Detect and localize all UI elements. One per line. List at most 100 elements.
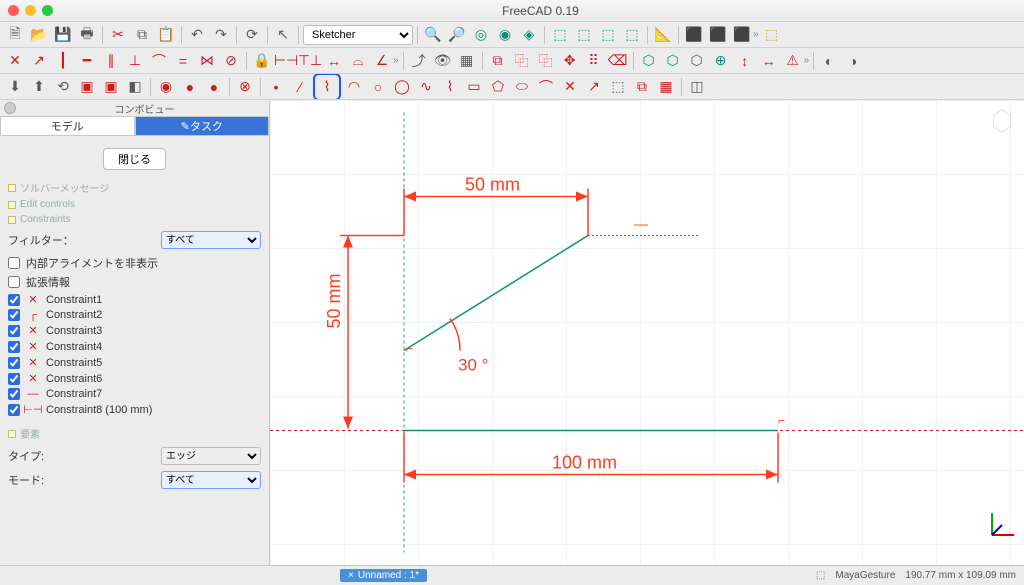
clone-icon[interactable]: ⿻ [511, 50, 533, 72]
distance-h-icon[interactable]: ⊢⊣ [275, 50, 297, 72]
bspline-poles-icon[interactable]: ◑ [842, 50, 864, 72]
coincident-icon[interactable]: ✕ [4, 50, 26, 72]
status-document[interactable]: × Unnamed : 1* [340, 569, 427, 582]
polygon-icon[interactable]: ⬠ [487, 76, 509, 98]
rectangle-icon[interactable]: ▭ [463, 76, 485, 98]
show-hide-icon[interactable]: ⬡ [686, 50, 708, 72]
tab-task[interactable]: ✎ タスク [135, 116, 270, 135]
cut-icon[interactable]: ✂ [107, 24, 129, 46]
mirror-icon[interactable]: ⧉ [487, 50, 509, 72]
nav-style-icon[interactable]: ⬚ [816, 570, 825, 581]
constraints-section[interactable]: Constraints [8, 214, 261, 225]
vertical-icon[interactable]: ┃ [52, 50, 74, 72]
equal-icon[interactable]: = [172, 50, 194, 72]
new-file-icon[interactable]: 🗎 [4, 24, 26, 46]
copy-sketch-icon[interactable]: ⿻ [535, 50, 557, 72]
block-icon[interactable]: ⊘ [220, 50, 242, 72]
point-on-object-icon[interactable]: ↗ [28, 50, 50, 72]
polyline-icon[interactable]: ⌇ [316, 76, 338, 98]
print-icon[interactable]: 🖶 [76, 24, 98, 46]
more-chevron-icon[interactable]: » [393, 55, 399, 66]
dimension-h1[interactable]: 50 mm [404, 175, 588, 236]
radius-icon[interactable]: ⌓ [347, 50, 369, 72]
line-icon[interactable]: ∕ [289, 76, 311, 98]
more-chevron-icon[interactable]: » [753, 29, 759, 40]
workbench-selector[interactable]: Sketcher [303, 25, 413, 45]
toggle-driving-icon[interactable]: ● [203, 76, 225, 98]
view-cube1-icon[interactable]: ⬚ [549, 24, 571, 46]
view-cube4-icon[interactable]: ⬚ [621, 24, 643, 46]
angle-icon[interactable]: ∠ [371, 50, 393, 72]
save-file-icon[interactable]: 💾 [52, 24, 74, 46]
constraint-row[interactable]: —Constraint7 [8, 388, 261, 400]
mirror-sketch-icon[interactable]: ◧ [124, 76, 146, 98]
constraint-row[interactable]: ✕Constraint4 [8, 340, 261, 353]
panel-dot-icon[interactable] [4, 102, 16, 114]
box3-icon[interactable]: ⬛ [731, 24, 753, 46]
edit-controls-section[interactable]: Edit controls [8, 199, 261, 210]
perpendicular-icon[interactable]: ⊥ [124, 50, 146, 72]
constraint-row[interactable]: ⊢⊣Constraint8 (100 mm) [8, 403, 261, 416]
array-icon[interactable]: ⠿ [583, 50, 605, 72]
validate-icon[interactable]: ▣ [76, 76, 98, 98]
view-cube2-icon[interactable]: ⬚ [573, 24, 595, 46]
constraint-checkbox[interactable] [8, 341, 20, 353]
map-sketch-icon[interactable]: ▦ [456, 50, 478, 72]
minimize-window-icon[interactable] [25, 5, 36, 16]
trim-icon[interactable]: ✕ [559, 76, 581, 98]
close-doc-icon[interactable]: × [348, 570, 354, 581]
filter-select[interactable]: すべて [161, 231, 261, 249]
select-origin-icon[interactable]: ⊕ [710, 50, 732, 72]
view-cube3-icon[interactable]: ⬚ [597, 24, 619, 46]
constraint-checkbox[interactable] [8, 325, 20, 337]
bspline-icon[interactable]: ∿ [415, 76, 437, 98]
refresh-icon[interactable]: ⟳ [241, 24, 263, 46]
open-file-icon[interactable]: 📂 [28, 24, 50, 46]
measure-icon[interactable]: 📐 [652, 24, 674, 46]
view-sketch-icon[interactable]: 👁 [432, 50, 454, 72]
move-icon[interactable]: ✥ [559, 50, 581, 72]
part-icon[interactable]: ⬚ [761, 24, 783, 46]
circle-icon[interactable]: ○ [367, 76, 389, 98]
select-constraints-icon[interactable]: ⬡ [638, 50, 660, 72]
select-h-axis-icon[interactable]: ↔ [758, 50, 780, 72]
zoom-fit-icon[interactable]: 🔍 [422, 24, 444, 46]
fillet-icon[interactable]: ⌒ [535, 76, 557, 98]
copy-icon[interactable]: ⧉ [131, 24, 153, 46]
external-icon[interactable]: ⬚ [607, 76, 629, 98]
distance-v-icon[interactable]: ⊤⊥ [299, 50, 321, 72]
cursor-icon[interactable]: ↖ [272, 24, 294, 46]
dimension-h2[interactable]: 100 mm [404, 433, 778, 483]
construction-icon[interactable]: ▦ [655, 76, 677, 98]
box1-icon[interactable]: ⬛ [683, 24, 705, 46]
view-iso-icon[interactable]: ◎ [470, 24, 492, 46]
export-icon[interactable]: ⬆ [28, 76, 50, 98]
conic-icon[interactable]: ◯ [391, 76, 413, 98]
constraint-checkbox[interactable] [8, 388, 20, 400]
elements-section[interactable]: 要素 [8, 426, 261, 441]
paste-icon[interactable]: 📋 [155, 24, 177, 46]
polyline2-icon[interactable]: ⌇ [439, 76, 461, 98]
carbon-copy-icon[interactable]: ⧉ [631, 76, 653, 98]
constraint-checkbox[interactable] [8, 373, 20, 385]
hide-internal-row[interactable]: 内部アライメントを非表示 [8, 255, 261, 271]
virtual-space-icon[interactable]: ◫ [686, 76, 708, 98]
extended-info-row[interactable]: 拡張情報 [8, 274, 261, 290]
bspline-degree-icon[interactable]: ◐ [818, 50, 840, 72]
box2-icon[interactable]: ⬛ [707, 24, 729, 46]
constraint-checkbox[interactable] [8, 357, 20, 369]
type-select[interactable]: エッジ [161, 447, 261, 465]
close-button[interactable]: 閉じる [103, 148, 166, 170]
view-top-icon[interactable]: ◈ [518, 24, 540, 46]
sketch-canvas[interactable]: ⌐ — ⌐ 50 mm 50 mm [270, 100, 1024, 565]
slot-icon[interactable]: ⬭ [511, 76, 533, 98]
arc-icon[interactable]: ◠ [343, 76, 365, 98]
redo-icon[interactable]: ↷ [210, 24, 232, 46]
extended-info-checkbox[interactable] [8, 276, 20, 288]
view-front-icon[interactable]: ◉ [494, 24, 516, 46]
select-v-axis-icon[interactable]: ↕ [734, 50, 756, 72]
toggle-constr-icon[interactable]: ● [179, 76, 201, 98]
reorient-icon[interactable]: ⟲ [52, 76, 74, 98]
more-chevron-icon[interactable]: » [804, 55, 810, 66]
delete-constraints-icon[interactable]: ⌫ [607, 50, 629, 72]
